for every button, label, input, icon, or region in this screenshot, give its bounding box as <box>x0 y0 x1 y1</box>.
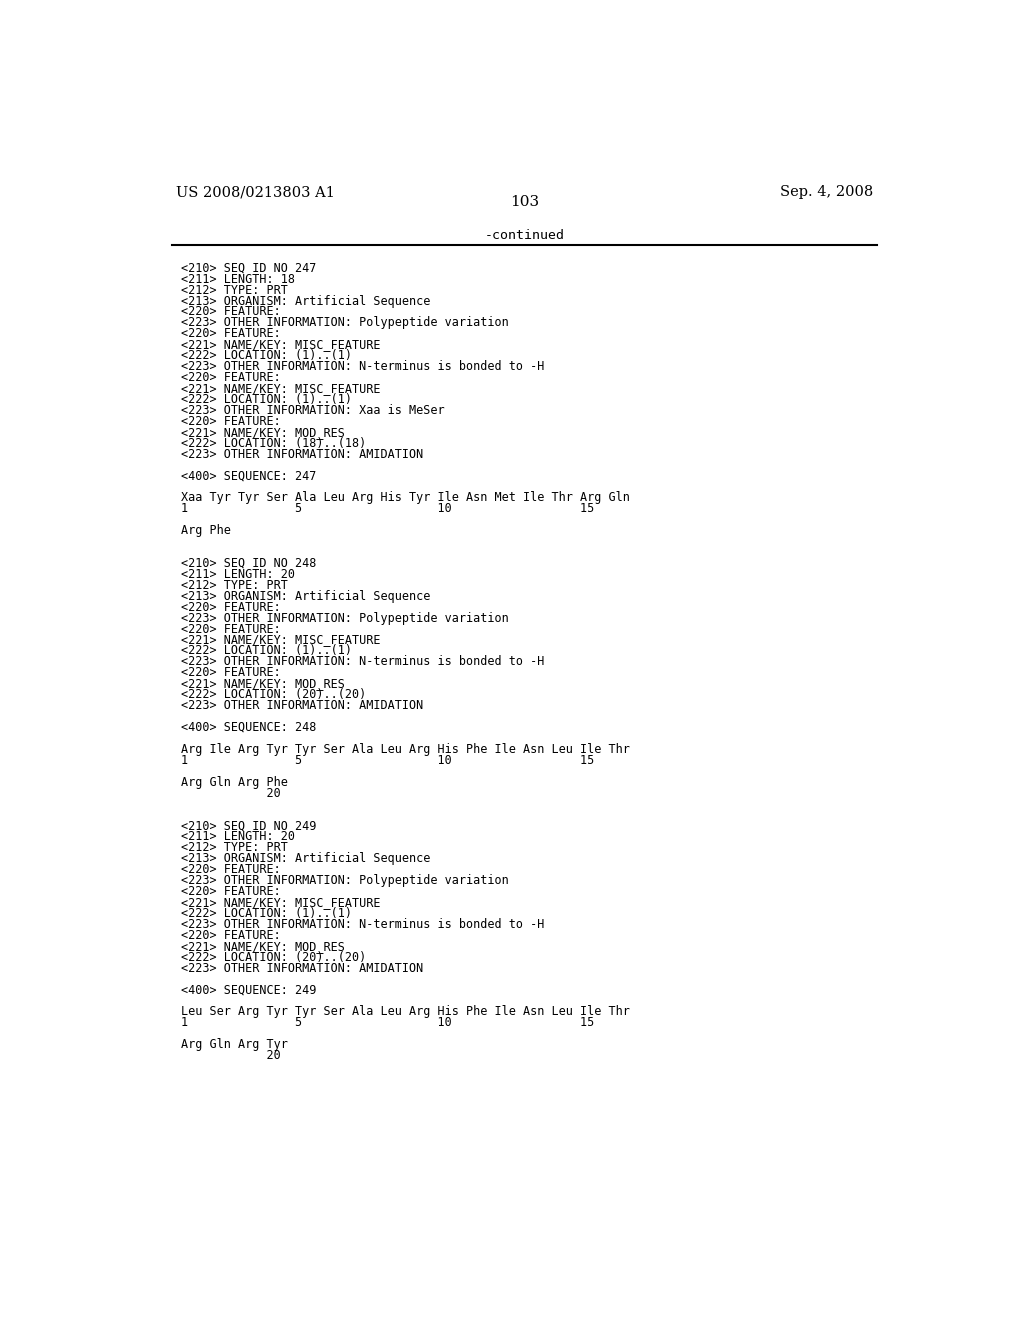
Text: <223> OTHER INFORMATION: N-terminus is bonded to -H: <223> OTHER INFORMATION: N-terminus is b… <box>180 917 544 931</box>
Text: <223> OTHER INFORMATION: Polypeptide variation: <223> OTHER INFORMATION: Polypeptide var… <box>180 611 509 624</box>
Text: Arg Gln Arg Phe: Arg Gln Arg Phe <box>180 776 288 788</box>
Text: <210> SEQ ID NO 249: <210> SEQ ID NO 249 <box>180 820 316 833</box>
Text: <220> FEATURE:: <220> FEATURE: <box>180 414 281 428</box>
Text: <223> OTHER INFORMATION: N-terminus is bonded to -H: <223> OTHER INFORMATION: N-terminus is b… <box>180 360 544 374</box>
Text: <211> LENGTH: 20: <211> LENGTH: 20 <box>180 830 295 843</box>
Text: <222> LOCATION: (18)..(18): <222> LOCATION: (18)..(18) <box>180 437 366 450</box>
Text: <220> FEATURE:: <220> FEATURE: <box>180 929 281 941</box>
Text: 1               5                   10                  15: 1 5 10 15 <box>180 754 594 767</box>
Text: <400> SEQUENCE: 247: <400> SEQUENCE: 247 <box>180 470 316 483</box>
Text: <212> TYPE: PRT: <212> TYPE: PRT <box>180 284 288 297</box>
Text: <210> SEQ ID NO 247: <210> SEQ ID NO 247 <box>180 261 316 275</box>
Text: <211> LENGTH: 20: <211> LENGTH: 20 <box>180 568 295 581</box>
Text: <221> NAME/KEY: MISC_FEATURE: <221> NAME/KEY: MISC_FEATURE <box>180 381 380 395</box>
Text: 20: 20 <box>180 1049 281 1063</box>
Text: 1               5                   10                  15: 1 5 10 15 <box>180 1016 594 1030</box>
Text: <221> NAME/KEY: MISC_FEATURE: <221> NAME/KEY: MISC_FEATURE <box>180 338 380 351</box>
Text: <400> SEQUENCE: 248: <400> SEQUENCE: 248 <box>180 721 316 734</box>
Text: <222> LOCATION: (1)..(1): <222> LOCATION: (1)..(1) <box>180 644 351 657</box>
Text: <222> LOCATION: (20)..(20): <222> LOCATION: (20)..(20) <box>180 950 366 964</box>
Text: <222> LOCATION: (1)..(1): <222> LOCATION: (1)..(1) <box>180 350 351 362</box>
Text: <220> FEATURE:: <220> FEATURE: <box>180 863 281 876</box>
Text: <223> OTHER INFORMATION: Polypeptide variation: <223> OTHER INFORMATION: Polypeptide var… <box>180 874 509 887</box>
Text: <213> ORGANISM: Artificial Sequence: <213> ORGANISM: Artificial Sequence <box>180 294 430 308</box>
Text: Arg Gln Arg Tyr: Arg Gln Arg Tyr <box>180 1038 288 1051</box>
Text: -continued: -continued <box>484 230 565 243</box>
Text: <220> FEATURE:: <220> FEATURE: <box>180 327 281 341</box>
Text: <223> OTHER INFORMATION: AMIDATION: <223> OTHER INFORMATION: AMIDATION <box>180 700 423 711</box>
Text: Leu Ser Arg Tyr Tyr Ser Ala Leu Arg His Phe Ile Asn Leu Ile Thr: Leu Ser Arg Tyr Tyr Ser Ala Leu Arg His … <box>180 1006 630 1018</box>
Text: <221> NAME/KEY: MOD_RES: <221> NAME/KEY: MOD_RES <box>180 426 344 438</box>
Text: <210> SEQ ID NO 248: <210> SEQ ID NO 248 <box>180 557 316 570</box>
Text: <212> TYPE: PRT: <212> TYPE: PRT <box>180 841 288 854</box>
Text: <222> LOCATION: (1)..(1): <222> LOCATION: (1)..(1) <box>180 907 351 920</box>
Text: 20: 20 <box>180 787 281 800</box>
Text: <212> TYPE: PRT: <212> TYPE: PRT <box>180 579 288 591</box>
Text: US 2008/0213803 A1: US 2008/0213803 A1 <box>176 185 335 199</box>
Text: <213> ORGANISM: Artificial Sequence: <213> ORGANISM: Artificial Sequence <box>180 590 430 603</box>
Text: <223> OTHER INFORMATION: Polypeptide variation: <223> OTHER INFORMATION: Polypeptide var… <box>180 317 509 330</box>
Text: <223> OTHER INFORMATION: N-terminus is bonded to -H: <223> OTHER INFORMATION: N-terminus is b… <box>180 655 544 668</box>
Text: Arg Ile Arg Tyr Tyr Ser Ala Leu Arg His Phe Ile Asn Leu Ile Thr: Arg Ile Arg Tyr Tyr Ser Ala Leu Arg His … <box>180 743 630 756</box>
Text: Sep. 4, 2008: Sep. 4, 2008 <box>780 185 873 199</box>
Text: Arg Phe: Arg Phe <box>180 524 230 537</box>
Text: <400> SEQUENCE: 249: <400> SEQUENCE: 249 <box>180 983 316 997</box>
Text: <221> NAME/KEY: MISC_FEATURE: <221> NAME/KEY: MISC_FEATURE <box>180 634 380 647</box>
Text: <223> OTHER INFORMATION: AMIDATION: <223> OTHER INFORMATION: AMIDATION <box>180 447 423 461</box>
Text: <213> ORGANISM: Artificial Sequence: <213> ORGANISM: Artificial Sequence <box>180 853 430 865</box>
Text: <223> OTHER INFORMATION: Xaa is MeSer: <223> OTHER INFORMATION: Xaa is MeSer <box>180 404 444 417</box>
Text: <220> FEATURE:: <220> FEATURE: <box>180 667 281 680</box>
Text: <221> NAME/KEY: MISC_FEATURE: <221> NAME/KEY: MISC_FEATURE <box>180 896 380 909</box>
Text: <220> FEATURE:: <220> FEATURE: <box>180 371 281 384</box>
Text: <220> FEATURE:: <220> FEATURE: <box>180 623 281 635</box>
Text: <221> NAME/KEY: MOD_RES: <221> NAME/KEY: MOD_RES <box>180 940 344 953</box>
Text: Xaa Tyr Tyr Ser Ala Leu Arg His Tyr Ile Asn Met Ile Thr Arg Gln: Xaa Tyr Tyr Ser Ala Leu Arg His Tyr Ile … <box>180 491 630 504</box>
Text: <223> OTHER INFORMATION: AMIDATION: <223> OTHER INFORMATION: AMIDATION <box>180 961 423 974</box>
Text: <220> FEATURE:: <220> FEATURE: <box>180 884 281 898</box>
Text: 1               5                   10                  15: 1 5 10 15 <box>180 503 594 515</box>
Text: <221> NAME/KEY: MOD_RES: <221> NAME/KEY: MOD_RES <box>180 677 344 690</box>
Text: <222> LOCATION: (1)..(1): <222> LOCATION: (1)..(1) <box>180 393 351 407</box>
Text: 103: 103 <box>510 195 540 210</box>
Text: <222> LOCATION: (20)..(20): <222> LOCATION: (20)..(20) <box>180 688 366 701</box>
Text: <220> FEATURE:: <220> FEATURE: <box>180 601 281 614</box>
Text: <220> FEATURE:: <220> FEATURE: <box>180 305 281 318</box>
Text: <211> LENGTH: 18: <211> LENGTH: 18 <box>180 273 295 285</box>
